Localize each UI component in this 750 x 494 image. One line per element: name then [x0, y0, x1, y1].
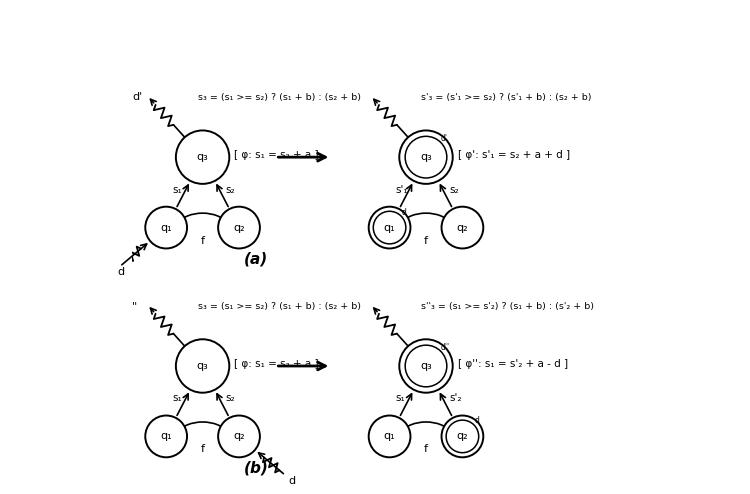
- Text: (a): (a): [244, 251, 268, 267]
- Text: q₃: q₃: [196, 361, 208, 371]
- Circle shape: [442, 415, 483, 457]
- Text: [ φ': s'₁ = s₂ + a + d ]: [ φ': s'₁ = s₂ + a + d ]: [458, 150, 570, 160]
- Text: s₂: s₂: [226, 393, 236, 404]
- Circle shape: [399, 130, 453, 184]
- Circle shape: [176, 130, 230, 184]
- Text: d': d': [132, 92, 142, 102]
- Text: s₁: s₁: [396, 393, 406, 404]
- Text: s₃ = (s₁ >= s₂) ? (s₁ + b) : (s₂ + b): s₃ = (s₁ >= s₂) ? (s₁ + b) : (s₂ + b): [198, 93, 361, 102]
- Text: s'₂: s'₂: [449, 393, 461, 404]
- Text: f: f: [200, 445, 205, 454]
- Text: ": ": [132, 301, 137, 311]
- Text: q₂: q₂: [457, 223, 468, 233]
- Circle shape: [218, 206, 260, 248]
- Circle shape: [369, 206, 410, 248]
- Text: q₁: q₁: [160, 223, 172, 233]
- Text: f: f: [424, 445, 428, 454]
- Text: s₃ = (s₁ >= s₂) ? (s₁ + b) : (s₂ + b): s₃ = (s₁ >= s₂) ? (s₁ + b) : (s₂ + b): [198, 302, 361, 311]
- Circle shape: [176, 339, 230, 393]
- Text: f: f: [200, 236, 205, 246]
- Circle shape: [369, 415, 410, 457]
- Circle shape: [442, 206, 483, 248]
- Text: d': d': [441, 134, 448, 143]
- Text: q₁: q₁: [384, 223, 395, 233]
- Text: q₁: q₁: [384, 431, 395, 442]
- Circle shape: [399, 339, 453, 393]
- Text: s₁: s₁: [172, 393, 182, 404]
- Text: d'': d'': [441, 343, 450, 352]
- Text: q₃: q₃: [420, 152, 432, 162]
- Text: [ φ: s₁ = s₂ + a ]: [ φ: s₁ = s₂ + a ]: [234, 359, 319, 369]
- Text: q₃: q₃: [196, 152, 208, 162]
- Text: (b): (b): [244, 460, 268, 476]
- Text: d: d: [402, 207, 406, 217]
- Text: d: d: [289, 476, 296, 486]
- Circle shape: [218, 415, 260, 457]
- Text: s₁: s₁: [172, 185, 182, 195]
- Text: s''₃ = (s₁ >= s'₂) ? (s₁ + b) : (s'₂ + b): s''₃ = (s₁ >= s'₂) ? (s₁ + b) : (s'₂ + b…: [422, 302, 594, 311]
- Circle shape: [146, 206, 187, 248]
- Circle shape: [146, 415, 187, 457]
- Text: s₂: s₂: [226, 185, 236, 195]
- Text: q₂: q₂: [457, 431, 468, 442]
- Text: s'₁: s'₁: [396, 185, 409, 195]
- Text: s₂: s₂: [449, 185, 458, 195]
- Text: q₃: q₃: [420, 361, 432, 371]
- Text: d: d: [475, 416, 479, 425]
- Text: [ φ: s₁ = s₂ + a ]: [ φ: s₁ = s₂ + a ]: [234, 150, 319, 160]
- Text: q₂: q₂: [233, 431, 244, 442]
- Text: f: f: [424, 236, 428, 246]
- Text: s'₃ = (s'₁ >= s₂) ? (s'₁ + b) : (s₂ + b): s'₃ = (s'₁ >= s₂) ? (s'₁ + b) : (s₂ + b): [422, 93, 592, 102]
- Text: d: d: [117, 267, 124, 277]
- Text: q₁: q₁: [160, 431, 172, 442]
- Text: [ φ'': s₁ = s'₂ + a - d ]: [ φ'': s₁ = s'₂ + a - d ]: [458, 359, 568, 369]
- Text: q₂: q₂: [233, 223, 244, 233]
